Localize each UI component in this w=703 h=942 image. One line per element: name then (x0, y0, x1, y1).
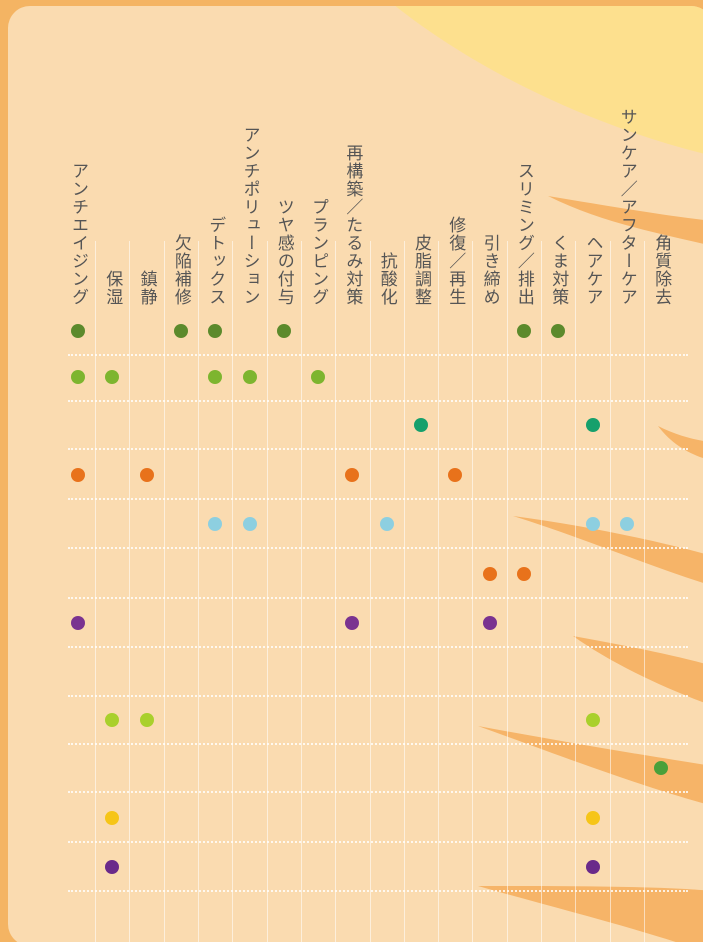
dot (517, 324, 531, 338)
column-header: プランピング (301, 198, 335, 306)
column-divider (541, 241, 542, 942)
column-header: サンケア／アフターケア (610, 108, 644, 306)
column-header: 皮脂調整 (404, 234, 438, 306)
row-divider (68, 354, 688, 356)
row-divider (68, 597, 688, 599)
column-header: ヘアケア (576, 234, 610, 306)
dot (483, 567, 497, 581)
dot (586, 517, 600, 531)
column-divider (610, 241, 611, 942)
dot (71, 370, 85, 384)
column-divider (644, 241, 645, 942)
column-divider (129, 241, 130, 942)
page: アンチエイジング保湿鎮静欠陥補修デトックスアンチポリューションツヤ感の付与プラン… (0, 0, 703, 942)
dot (414, 418, 428, 432)
dot (586, 713, 600, 727)
column-header: ツヤ感の付与 (267, 198, 301, 306)
dot (140, 713, 154, 727)
card: アンチエイジング保湿鎮静欠陥補修デトックスアンチポリューションツヤ感の付与プラン… (8, 6, 703, 942)
row-divider (68, 547, 688, 549)
column-header: 再構築／たるみ対策 (335, 144, 369, 306)
row-divider (68, 448, 688, 450)
column-header: 欠陥補修 (164, 234, 198, 306)
row-divider (68, 400, 688, 402)
column-divider (95, 241, 96, 942)
column-header: 抗酸化 (370, 252, 404, 306)
column-divider (404, 241, 405, 942)
dot (586, 860, 600, 874)
row-divider (68, 743, 688, 745)
row-divider (68, 890, 688, 892)
column-header: デトックス (198, 216, 232, 306)
dot (174, 324, 188, 338)
column-header: スリミング／排出 (507, 162, 541, 306)
column-header: アンチポリューション (233, 126, 267, 306)
column-divider (198, 241, 199, 942)
dot (71, 324, 85, 338)
dot (517, 567, 531, 581)
column-divider (438, 241, 439, 942)
dot (243, 517, 257, 531)
dot (586, 418, 600, 432)
dot (483, 616, 497, 630)
dot (71, 468, 85, 482)
row-divider (68, 841, 688, 843)
dot (71, 616, 85, 630)
column-divider (232, 241, 233, 942)
dot (140, 468, 154, 482)
row-divider (68, 791, 688, 793)
dot (380, 517, 394, 531)
column-header: くま対策 (541, 234, 575, 306)
column-divider (472, 241, 473, 942)
dot (277, 324, 291, 338)
column-divider (335, 241, 336, 942)
row-divider (68, 498, 688, 500)
column-header: 角質除去 (644, 234, 678, 306)
column-divider (575, 241, 576, 942)
column-header: 保湿 (95, 270, 129, 306)
dot (654, 761, 668, 775)
row-divider (68, 646, 688, 648)
column-divider (370, 241, 371, 942)
dot (620, 517, 634, 531)
column-header: 修復／再生 (438, 216, 472, 306)
dot (586, 811, 600, 825)
column-divider (507, 241, 508, 942)
column-header: 鎮静 (130, 270, 164, 306)
column-divider (267, 241, 268, 942)
dot (311, 370, 325, 384)
column-divider (301, 241, 302, 942)
column-header: アンチエイジング (61, 162, 95, 306)
column-divider (164, 241, 165, 942)
column-header: 引き締め (473, 234, 507, 306)
row-divider (68, 695, 688, 697)
dot (243, 370, 257, 384)
